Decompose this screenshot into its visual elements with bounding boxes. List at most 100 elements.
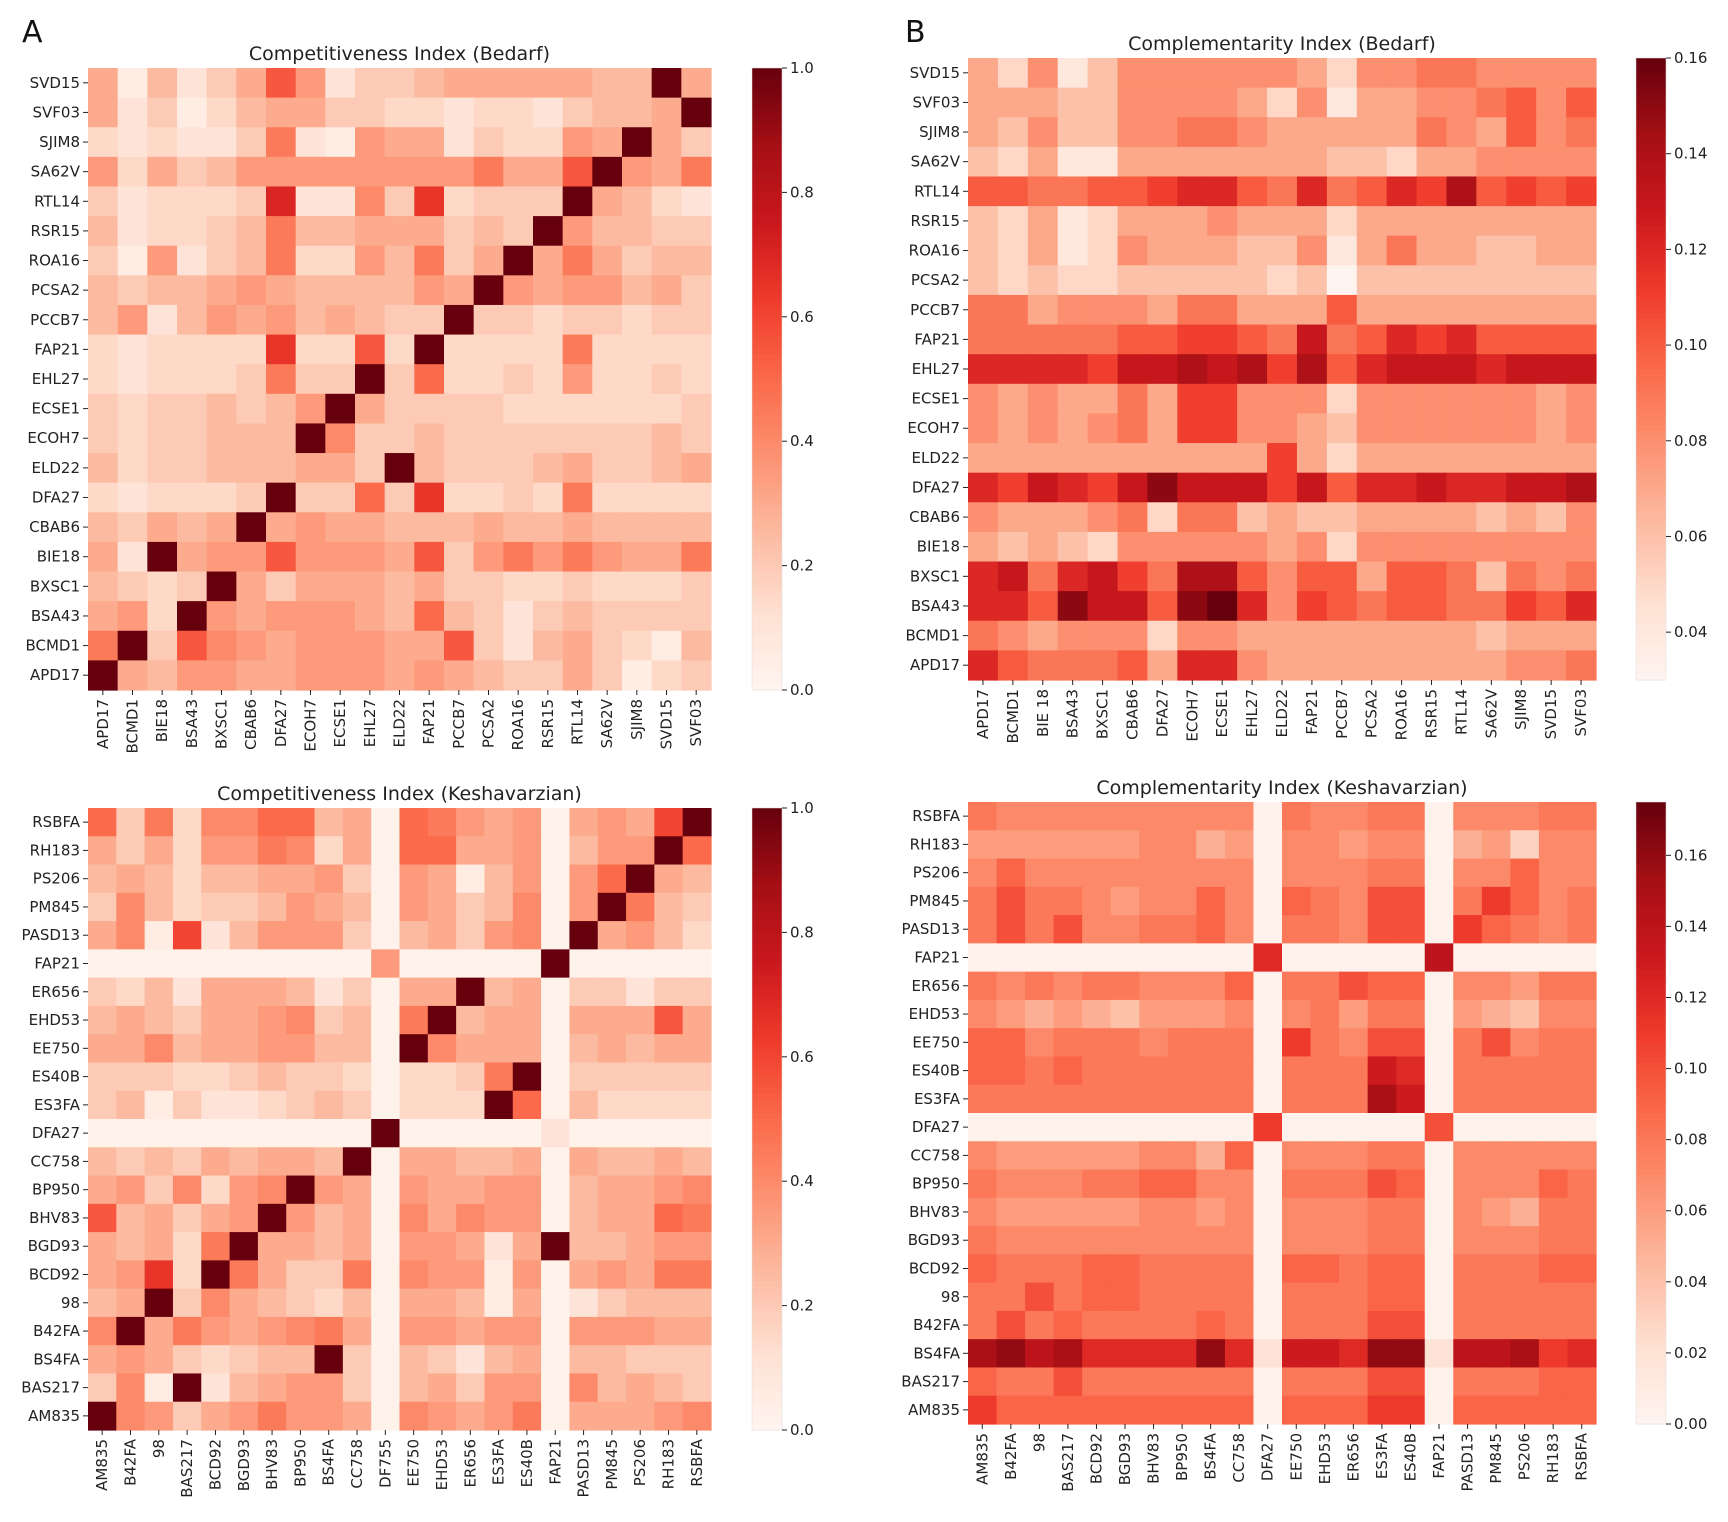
heatmap-cell (968, 354, 999, 385)
heatmap-cell (88, 364, 119, 395)
heatmap-cell (1296, 502, 1328, 533)
heatmap-cell (1326, 87, 1358, 118)
heatmap-cell (1224, 858, 1255, 888)
heatmap-cell (651, 541, 682, 573)
y-tick-label: RSBFA (32, 813, 80, 831)
heatmap-cell (1110, 1197, 1140, 1227)
colorbar-segment (1636, 480, 1666, 488)
colorbar-segment (752, 117, 782, 125)
heatmap-cell (427, 949, 457, 979)
heatmap-cell (456, 1090, 486, 1120)
heatmap-cell (201, 1232, 231, 1261)
heatmap-cell (1087, 294, 1119, 326)
heatmap-cell (682, 1232, 712, 1261)
heatmap-cell (597, 1203, 627, 1233)
heatmap-cell (1267, 472, 1298, 503)
heatmap-cell (533, 68, 564, 99)
heatmap-cell (569, 1232, 599, 1261)
heatmap-cell (1237, 146, 1268, 178)
heatmap-cell (314, 808, 344, 837)
heatmap-cell (503, 453, 534, 484)
heatmap-cell (1296, 117, 1328, 148)
colorbar-segment (752, 335, 782, 343)
heatmap-cell (172, 836, 202, 866)
heatmap-cell (117, 245, 148, 276)
heatmap-cell (342, 921, 372, 950)
heatmap-cell (562, 660, 593, 691)
heatmap-cell (456, 1119, 486, 1148)
heatmap-cell (342, 864, 372, 894)
heatmap-cell (1253, 915, 1283, 944)
colorbar-segment (1636, 1181, 1666, 1189)
heatmap-cell (968, 1113, 998, 1142)
heatmap-cell (1446, 324, 1477, 355)
heatmap-cell (651, 601, 682, 632)
heatmap-cell (512, 1034, 542, 1064)
heatmap-cell (257, 1119, 287, 1148)
colorbar-segment (752, 1031, 782, 1039)
heatmap-cell (1139, 830, 1169, 860)
heatmap-cell (1057, 176, 1089, 207)
x-tick-label: ES3FA (490, 1438, 508, 1485)
heatmap-cell (682, 808, 712, 837)
heatmap-cell (1566, 650, 1597, 681)
heatmap-cell (682, 1203, 712, 1233)
heatmap-cell (257, 949, 287, 979)
heatmap-cell (1053, 915, 1083, 944)
heatmap-cell (1446, 87, 1477, 118)
heatmap-cell (1139, 1339, 1169, 1369)
heatmap-cell (206, 601, 237, 632)
y-tick-label: DFA27 (912, 1118, 960, 1136)
heatmap-cell (1538, 1226, 1569, 1255)
heatmap-cell (484, 1345, 514, 1375)
heatmap-cell (651, 571, 682, 602)
heatmap-cell (1510, 1084, 1540, 1114)
colorbar-segment (1636, 938, 1666, 946)
heatmap-cell (1567, 1169, 1597, 1199)
heatmap-cell (654, 1373, 684, 1403)
heatmap-cell (1057, 324, 1089, 355)
heatmap-cell (1147, 443, 1178, 474)
heatmap-cell (444, 512, 475, 543)
y-tick-label: CBAB6 (909, 508, 960, 526)
heatmap-cell (1267, 650, 1298, 681)
heatmap-cell (295, 630, 326, 661)
heatmap-cell (229, 1062, 259, 1092)
heatmap-cell (206, 245, 237, 276)
heatmap-cell (1566, 265, 1597, 296)
colorbar-segment (1636, 424, 1666, 432)
heatmap-cell (88, 512, 119, 543)
heatmap-cell (456, 1345, 486, 1375)
heatmap-cell (1356, 591, 1388, 622)
heatmap-cell (1207, 176, 1238, 207)
heatmap-cell (1326, 235, 1358, 266)
heatmap-cell (414, 660, 445, 691)
heatmap-cell (473, 216, 504, 247)
heatmap-cell (1424, 1254, 1454, 1284)
colorbar-segment (1636, 356, 1666, 364)
colorbar-segment (752, 963, 782, 971)
heatmap-cell (1167, 1339, 1197, 1369)
heatmap-cell (1510, 1028, 1540, 1058)
heatmap-cell (1446, 591, 1477, 622)
heatmap-cell (342, 1373, 372, 1403)
y-tick-label: APD17 (30, 666, 80, 684)
heatmap-cell (1177, 620, 1208, 651)
heatmap-cell (1253, 1169, 1283, 1199)
heatmap-cell (286, 1203, 316, 1233)
heatmap-cell (996, 886, 1026, 916)
heatmap-cell (968, 146, 999, 178)
heatmap-cell (1326, 502, 1358, 533)
heatmap-cell (1566, 561, 1597, 592)
colorbar-segment (752, 565, 782, 573)
heatmap-cell (257, 1401, 287, 1431)
colorbar-segment (752, 447, 782, 455)
heatmap-cell (1139, 1084, 1169, 1114)
heatmap-cell (651, 275, 682, 306)
heatmap-cell (654, 836, 684, 866)
heatmap-cell (1296, 206, 1328, 237)
colorbar-segment (1636, 945, 1666, 953)
heatmap-cell (1424, 1084, 1454, 1114)
heatmap-cell (206, 156, 237, 188)
heatmap-cell (172, 1175, 202, 1205)
